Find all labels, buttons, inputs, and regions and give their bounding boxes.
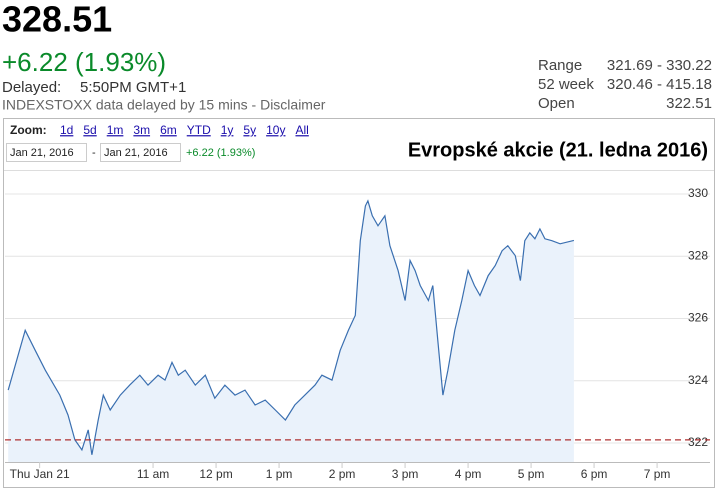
chart-title: Evropské akcie (21. ledna 2016)	[408, 139, 708, 161]
price-line	[7, 199, 575, 455]
zoom-label: Zoom:	[10, 123, 47, 137]
stat-label: Range	[538, 57, 582, 74]
date-box[interactable]	[100, 143, 181, 162]
range-change: +6.22 (1.93%)	[186, 147, 255, 159]
x-tick-label: 1 pm	[266, 467, 293, 481]
date-from: Jan 21, 2016	[10, 147, 74, 159]
zoom-option[interactable]: 5d	[83, 123, 96, 137]
y-tick-label: 322	[688, 435, 708, 449]
price: 328.51	[2, 0, 112, 40]
stats: Range 321.69 - 330.22 52 week 320.46 - 415.…	[538, 57, 712, 112]
zoom-option[interactable]: YTD	[187, 123, 211, 137]
x-tick-label: 5 pm	[518, 467, 545, 481]
x-tick-label: Thu Jan 21	[10, 467, 70, 481]
stat-label: Open	[538, 95, 575, 112]
y-tick-label: 326	[688, 311, 708, 325]
zoom-option[interactable]: 1m	[107, 123, 124, 137]
stat-value: 321.69 - 330.22	[607, 57, 712, 74]
stat-value: 322.51	[666, 95, 712, 112]
zoom-option[interactable]: 3m	[133, 123, 150, 137]
zoom-option[interactable]: 6m	[160, 123, 177, 137]
x-tick-label: 3 pm	[392, 467, 419, 481]
x-tick-label: 6 pm	[581, 467, 608, 481]
price-change: +6.22 (1.93%)	[2, 47, 166, 77]
x-tick-label: 2 pm	[329, 467, 356, 481]
y-tick-label: 328	[688, 248, 708, 262]
x-tick-label: 7 pm	[644, 467, 671, 481]
delayed-time: 5:50PM GMT+1	[80, 79, 186, 96]
y-tick-label: 330	[688, 186, 708, 200]
source-note: INDEXSTOXX data delayed by 15 mins - Dis…	[2, 97, 326, 113]
area	[8, 200, 574, 462]
zoom-option[interactable]: 10y	[266, 123, 285, 137]
zoom-option[interactable]: 5y	[243, 123, 256, 137]
zoom-option[interactable]: 1y	[221, 123, 234, 137]
y-tick-label: 324	[688, 373, 708, 387]
date-sep: -	[92, 147, 96, 159]
x-tick-label: 4 pm	[455, 467, 482, 481]
x-tick-label: 12 pm	[199, 467, 232, 481]
plot: 322 324 326 328 330 Thu Jan 21 11 am 12 pm 1 pm 2…	[5, 186, 710, 481]
date-box[interactable]	[6, 143, 87, 162]
zoom-option[interactable]: All	[295, 123, 308, 137]
date-to: Jan 21, 2016	[104, 147, 168, 159]
zoom-options: 1d 5d 1m 3m 6m YTD 1y 5y 10y All	[60, 123, 309, 137]
zoom-option[interactable]: 1d	[60, 123, 73, 137]
x-tick-label: 11 am	[137, 467, 169, 481]
delayed-label: Delayed:	[2, 79, 61, 96]
stat-value: 320.46 - 415.18	[607, 76, 712, 93]
stat-label: 52 week	[538, 76, 594, 93]
